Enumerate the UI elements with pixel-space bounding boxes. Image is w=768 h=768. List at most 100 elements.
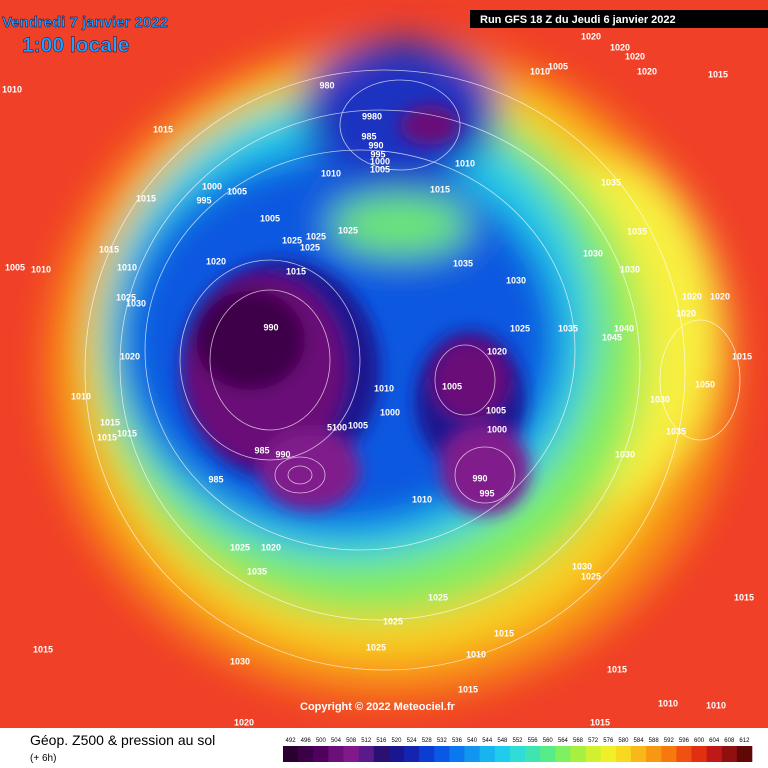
colorbar-cell (373, 746, 390, 762)
isobar-label: 1005 (5, 262, 25, 272)
colorbar-label: 496 (301, 738, 312, 744)
isobar-label: 1015 (732, 351, 752, 361)
isobar-label: 1020 (487, 346, 507, 356)
isobar-label: 1020 (581, 31, 601, 41)
colorbar-cell (419, 746, 435, 762)
isobar-label: 995 (479, 488, 494, 498)
isobar-label: 1015 (99, 244, 119, 254)
isobar-label: 1015 (286, 266, 306, 276)
colorbar-cell (449, 746, 465, 762)
isobar-label: 1035 (627, 226, 647, 236)
colorbar-cell (600, 746, 617, 762)
isobar-label: 1030 (230, 656, 250, 666)
colorbar-cell (570, 746, 586, 762)
isobar-label: 1005 (260, 213, 280, 223)
colorbar-label: 512 (361, 738, 372, 744)
colorbar-cell (388, 746, 405, 762)
colorbar-label: 504 (331, 738, 342, 744)
isobar-label: 1025 (383, 616, 403, 626)
colorbar-cell (555, 746, 571, 762)
field (0, 0, 768, 728)
isobar-label: 1010 (658, 698, 678, 708)
colorbar-label: 584 (634, 738, 645, 744)
colorbar-cell (358, 746, 375, 762)
colorbar-cell (298, 746, 314, 762)
colorbar-cell (691, 746, 707, 762)
colorbar-cell (404, 746, 420, 762)
colorbar-cell (464, 746, 480, 762)
colorbar-label: 608 (724, 738, 735, 744)
isobar-label: 1010 (455, 158, 475, 168)
colorbar-cell (343, 746, 359, 762)
isobar-label: 1010 (466, 649, 486, 659)
isobar-label: 1040 (614, 323, 634, 333)
isobar-label: 1035 (453, 258, 473, 268)
isobar-label: 1020 (676, 308, 696, 318)
time-label: 1:00 locale (22, 34, 129, 57)
isobar-label: 1015 (33, 644, 53, 654)
colorbar-label: 548 (497, 738, 508, 744)
isobar-label: 1015 (708, 69, 728, 79)
colorbar-cell (706, 746, 723, 762)
colorbar-cell (283, 746, 299, 762)
colorbar-cell (585, 746, 602, 762)
colorbar-cell (328, 746, 344, 762)
isobar-label: 1015 (117, 428, 137, 438)
isobar-label: 1015 (136, 193, 156, 203)
isobar-label: 1035 (247, 566, 267, 576)
isobar-label: 1000 (370, 156, 390, 166)
colorbar-cell (494, 746, 511, 762)
colorbar-cell (509, 746, 526, 762)
isobar-label: 1020 (710, 291, 730, 301)
copyright: Copyright © 2022 Meteociel.fr (300, 701, 456, 713)
colorbar-label: 508 (346, 738, 357, 744)
colorbar-cell (661, 746, 677, 762)
colorbar-label: 612 (739, 738, 750, 744)
isobar-label: 1030 (126, 298, 146, 308)
isobar-label: 1035 (558, 323, 578, 333)
date-label: Vendredi 7 janvier 2022 (2, 14, 168, 31)
isobar-label: 1030 (583, 248, 603, 258)
isobar-label: 1010 (117, 262, 137, 272)
isobar-label: 1020 (234, 717, 254, 727)
colorbar-label: 568 (573, 738, 584, 744)
isobar-label: 1025 (581, 571, 601, 581)
colorbar-label: 560 (543, 738, 554, 744)
isobar-label: 1000 (202, 181, 222, 191)
isobar-label: 1000 (380, 407, 400, 417)
isobar-label: 1025 (230, 542, 250, 552)
isobar-label: 995 (196, 195, 211, 205)
colorbar-label: 604 (709, 738, 720, 744)
colorbar-label: 572 (588, 738, 599, 744)
isobar-label: 1010 (2, 84, 22, 94)
run-label: Run GFS 18 Z du Jeudi 6 janvier 2022 (480, 14, 676, 26)
colorbar-cell (540, 746, 556, 762)
isobar-label: 1010 (31, 264, 51, 274)
colorbar-label: 552 (512, 738, 523, 744)
isobar-label: 1025 (300, 242, 320, 252)
isobar-label: 1025 (428, 592, 448, 602)
colorbar-cell (646, 746, 662, 762)
isobar-label: 1005 (548, 61, 568, 71)
isobar-label: 980 (319, 80, 334, 90)
isobar-label: 990 (368, 140, 383, 150)
isobar-label: 1015 (494, 628, 514, 638)
isobar-label: 1020 (261, 542, 281, 552)
colorbar-cell (721, 746, 738, 762)
isobar-label: 1010 (412, 494, 432, 504)
isobar-label: 1005 (486, 405, 506, 415)
isobar-label: 9980 (362, 111, 382, 121)
isobar-label: 1015 (590, 717, 610, 727)
isobar-label: 1020 (682, 291, 702, 301)
colorbar-cell (630, 746, 647, 762)
isobar-label: 1030 (650, 394, 670, 404)
isobar-label: 1025 (282, 235, 302, 245)
isobar-label: 1005 (370, 164, 390, 174)
isobar-label: 990 (263, 322, 278, 332)
isobar-label: 1005 (348, 420, 368, 430)
isobar-label: 1035 (666, 426, 686, 436)
isobar-label: 990 (275, 449, 290, 459)
colorbar-cell (736, 746, 753, 762)
colorbar-label: 592 (664, 738, 675, 744)
isobar-label: 990 (472, 473, 487, 483)
